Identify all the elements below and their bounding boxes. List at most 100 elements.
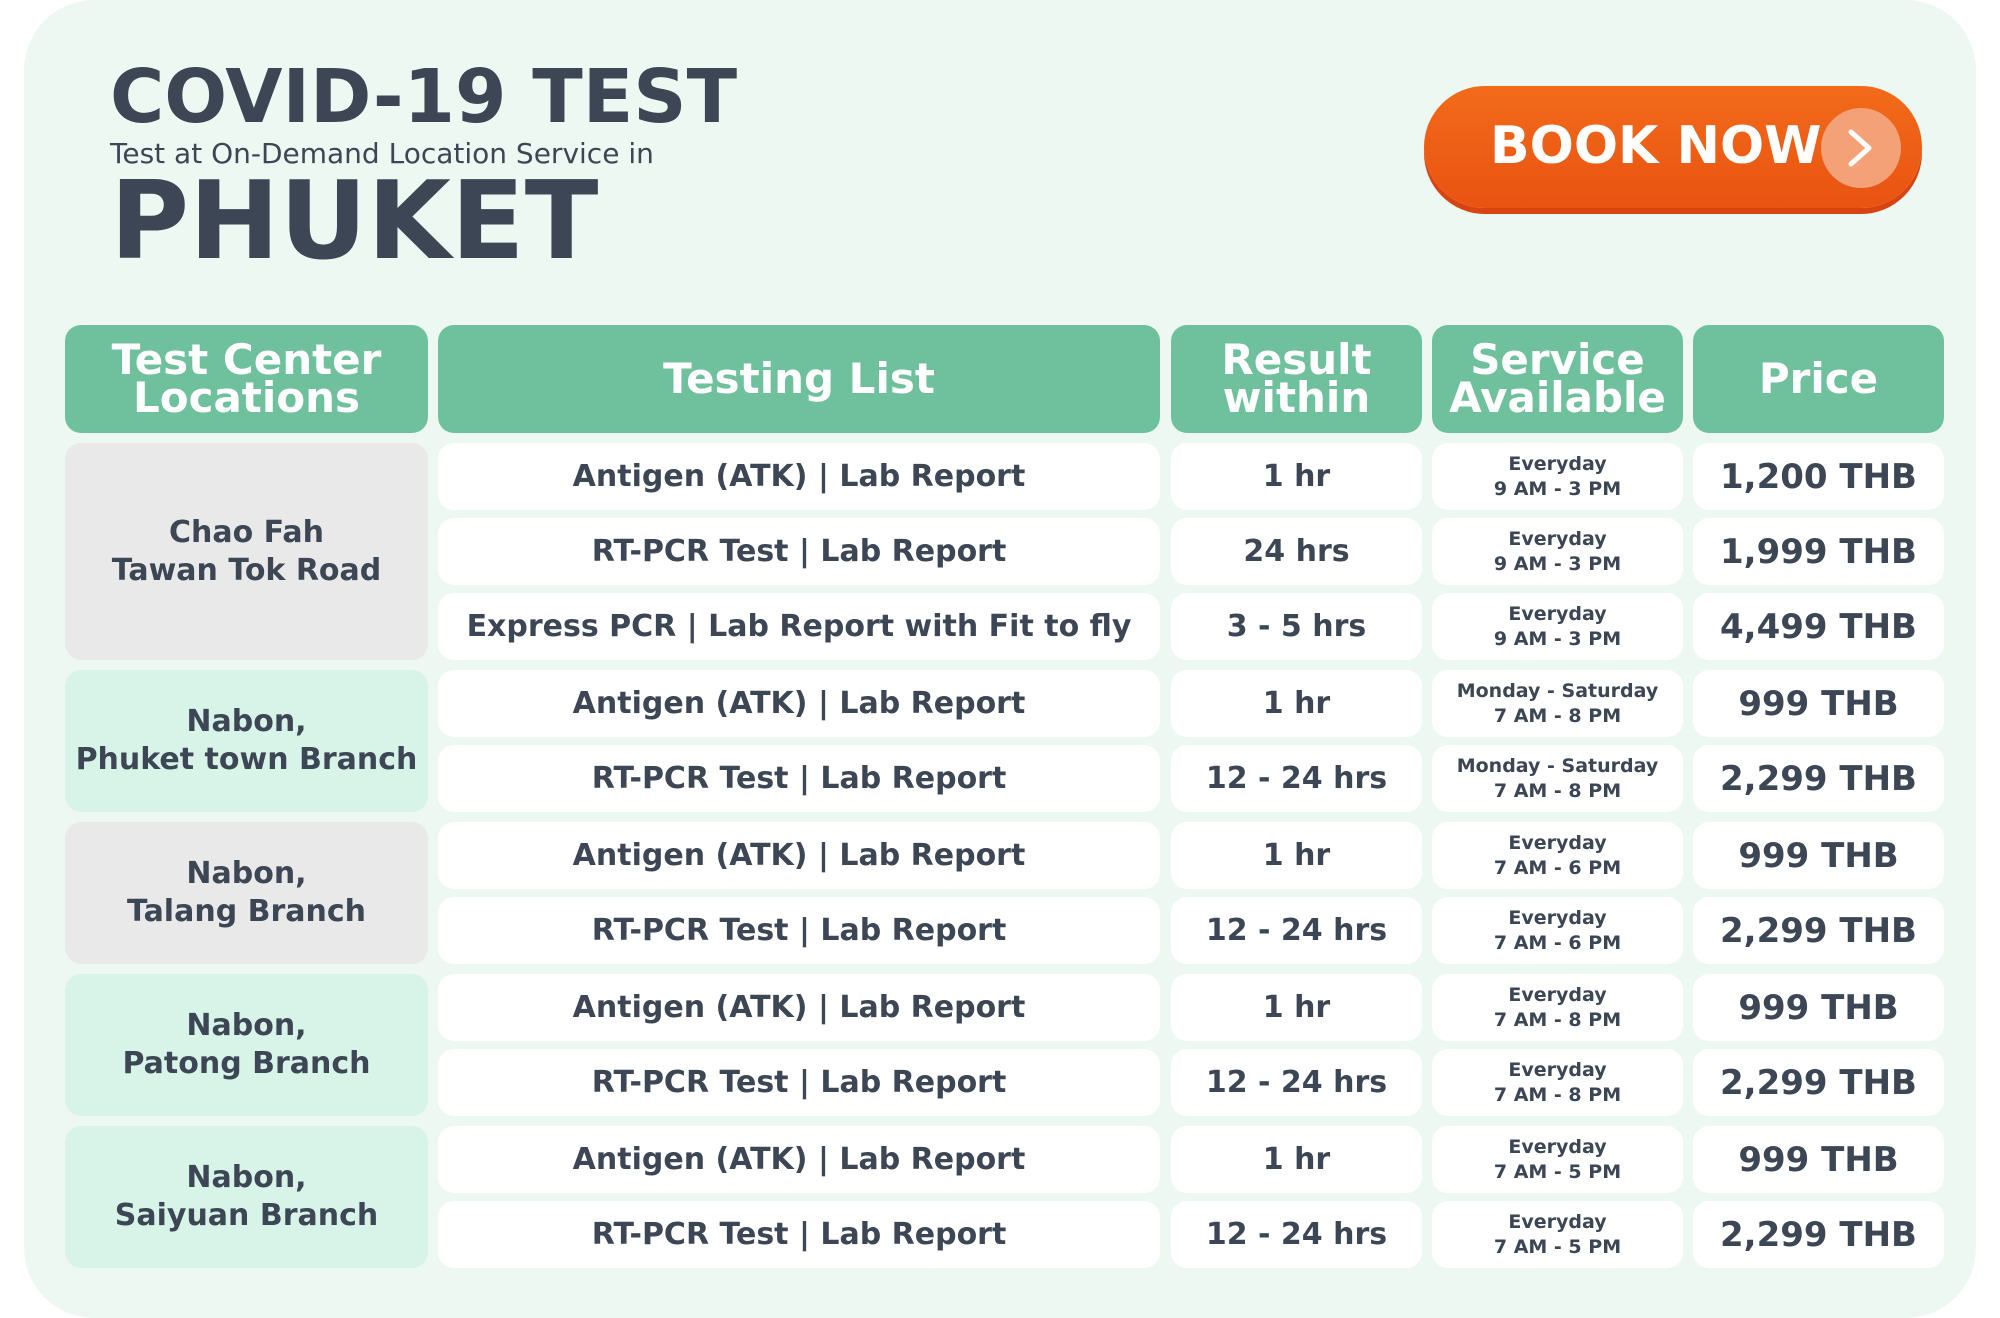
service-hours-cell: Everyday 9 AM - 3 PM <box>1432 518 1683 585</box>
testing-item-label: RT-PCR Test | Lab Report <box>591 534 1007 569</box>
result-time-label: 12 - 24 hrs <box>1205 1217 1388 1252</box>
result-time-cell: 1 hr <box>1171 974 1422 1041</box>
service-hours-cell: Everyday 7 AM - 6 PM <box>1432 897 1683 964</box>
result-time-cell: 24 hrs <box>1171 518 1422 585</box>
column-header-line: Price <box>1758 354 1879 403</box>
book-now-label: BOOK NOW <box>1490 116 1822 176</box>
testing-item-cell: RT-PCR Test | Lab Report <box>438 745 1160 812</box>
testing-item-cell: Antigen (ATK) | Lab Report <box>438 822 1160 889</box>
page-title-line2: PHUKET <box>110 159 599 284</box>
service-hours-cell: Everyday 7 AM - 5 PM <box>1432 1126 1683 1193</box>
testing-item-label: Antigen (ATK) | Lab Report <box>572 990 1026 1025</box>
location-name-line: Tawan Tok Road <box>111 552 382 588</box>
service-days-label: Everyday <box>1508 906 1607 929</box>
testing-item-cell: RT-PCR Test | Lab Report <box>438 897 1160 964</box>
result-time-cell: 1 hr <box>1171 1126 1422 1193</box>
service-hours-cell: Monday - Saturday 7 AM - 8 PM <box>1432 745 1683 812</box>
service-days-label: Monday - Saturday <box>1456 754 1659 777</box>
service-hours-cell: Everyday 9 AM - 3 PM <box>1432 443 1683 510</box>
service-hours-label: 7 AM - 6 PM <box>1493 856 1622 879</box>
testing-item-label: RT-PCR Test | Lab Report <box>591 1217 1007 1252</box>
result-time-label: 1 hr <box>1262 1142 1331 1177</box>
result-time-label: 3 - 5 hrs <box>1226 609 1367 644</box>
testing-item-label: Express PCR | Lab Report with Fit to fly <box>466 609 1132 644</box>
testing-item-label: RT-PCR Test | Lab Report <box>591 913 1007 948</box>
column-header-line: within <box>1222 373 1371 422</box>
service-hours-cell: Everyday 7 AM - 6 PM <box>1432 822 1683 889</box>
price-label: 1,999 THB <box>1720 531 1917 572</box>
testing-item-cell: Antigen (ATK) | Lab Report <box>438 443 1160 510</box>
service-hours-cell: Everyday 7 AM - 5 PM <box>1432 1201 1683 1268</box>
location-cell: Chao Fah Tawan Tok Road <box>65 443 428 660</box>
result-time-cell: 12 - 24 hrs <box>1171 745 1422 812</box>
column-header-line: Test Center <box>111 335 382 384</box>
service-hours-label: 7 AM - 6 PM <box>1493 931 1622 954</box>
service-days-label: Everyday <box>1508 1210 1607 1233</box>
location-name-line: Saiyuan Branch <box>114 1198 379 1233</box>
price-label: 2,299 THB <box>1720 1214 1917 1255</box>
result-time-label: 24 hrs <box>1243 534 1350 569</box>
chevron-right-icon <box>1821 108 1901 188</box>
result-time-cell: 12 - 24 hrs <box>1171 897 1422 964</box>
service-days-label: Monday - Saturday <box>1456 679 1659 702</box>
location-name-line: Nabon, <box>186 1160 307 1195</box>
location-cell: Nabon, Saiyuan Branch <box>65 1126 428 1268</box>
testing-item-cell: Express PCR | Lab Report with Fit to fly <box>438 593 1160 660</box>
service-days-label: Everyday <box>1508 1135 1607 1158</box>
price-cell: 2,299 THB <box>1693 897 1944 964</box>
testing-item-label: Antigen (ATK) | Lab Report <box>572 686 1026 721</box>
price-cell: 2,299 THB <box>1693 1049 1944 1116</box>
service-days-label: Everyday <box>1508 983 1607 1006</box>
price-cell: 4,499 THB <box>1693 593 1944 660</box>
testing-item-cell: RT-PCR Test | Lab Report <box>438 1049 1160 1116</box>
price-label: 999 THB <box>1738 1139 1899 1180</box>
result-time-label: 1 hr <box>1262 990 1331 1025</box>
price-label: 2,299 THB <box>1720 758 1917 799</box>
price-label: 4,499 THB <box>1720 606 1917 647</box>
service-days-label: Everyday <box>1508 602 1607 625</box>
location-cell: Nabon, Phuket town Branch <box>65 670 428 812</box>
service-days-label: Everyday <box>1508 527 1607 550</box>
service-hours-cell: Monday - Saturday 7 AM - 8 PM <box>1432 670 1683 737</box>
price-label: 999 THB <box>1738 835 1899 876</box>
service-hours-label: 7 AM - 5 PM <box>1493 1160 1622 1183</box>
location-name-line: Phuket town Branch <box>75 742 418 777</box>
service-hours-cell: Everyday 9 AM - 3 PM <box>1432 593 1683 660</box>
page-title-line1: COVID-19 TEST <box>110 54 738 140</box>
service-hours-cell: Everyday 7 AM - 8 PM <box>1432 1049 1683 1116</box>
testing-item-label: Antigen (ATK) | Lab Report <box>572 838 1026 873</box>
service-hours-label: 7 AM - 8 PM <box>1493 1083 1622 1106</box>
column-header-price: Price <box>1693 325 1944 433</box>
column-header-line: Testing List <box>663 354 935 403</box>
testing-item-cell: Antigen (ATK) | Lab Report <box>438 974 1160 1041</box>
testing-item-label: RT-PCR Test | Lab Report <box>591 761 1007 796</box>
testing-item-label: Antigen (ATK) | Lab Report <box>572 459 1026 494</box>
location-name-line: Chao Fah <box>168 514 324 550</box>
service-days-label: Everyday <box>1508 1058 1607 1081</box>
price-cell: 999 THB <box>1693 670 1944 737</box>
column-header-locations: Test Center Locations <box>65 325 428 433</box>
book-now-button[interactable]: BOOK NOW <box>1424 86 1922 208</box>
result-time-cell: 12 - 24 hrs <box>1171 1201 1422 1268</box>
service-hours-label: 9 AM - 3 PM <box>1493 477 1622 500</box>
result-time-label: 12 - 24 hrs <box>1205 1065 1388 1100</box>
result-time-cell: 1 hr <box>1171 822 1422 889</box>
price-cell: 1,200 THB <box>1693 443 1944 510</box>
result-time-label: 12 - 24 hrs <box>1205 913 1388 948</box>
column-header-line: Available <box>1449 373 1666 422</box>
result-time-cell: 12 - 24 hrs <box>1171 1049 1422 1116</box>
price-label: 2,299 THB <box>1720 910 1917 951</box>
location-name-line: Patong Branch <box>122 1046 371 1081</box>
price-cell: 999 THB <box>1693 1126 1944 1193</box>
location-name-line: Nabon, <box>186 1008 307 1043</box>
price-cell: 2,299 THB <box>1693 1201 1944 1268</box>
column-header-result-within: Result within <box>1171 325 1422 433</box>
service-hours-label: 7 AM - 8 PM <box>1493 779 1622 802</box>
testing-item-label: Antigen (ATK) | Lab Report <box>572 1142 1026 1177</box>
price-label: 999 THB <box>1738 987 1899 1028</box>
result-time-cell: 1 hr <box>1171 670 1422 737</box>
service-days-label: Everyday <box>1508 452 1607 475</box>
title-block: COVID-19 TEST Test at On-Demand Location… <box>110 60 737 276</box>
column-header-line: Locations <box>132 373 361 422</box>
price-cell: 999 THB <box>1693 974 1944 1041</box>
